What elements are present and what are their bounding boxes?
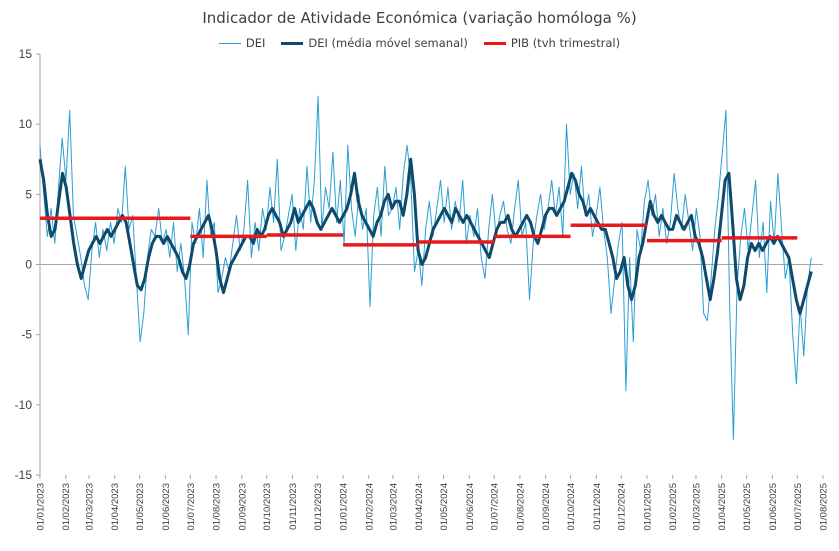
legend-item-dei-mm: DEI (média móvel semanal) xyxy=(281,36,468,50)
x-tick-label: 01/08/2024 xyxy=(515,483,526,531)
legend-item-dei: DEI xyxy=(218,36,266,50)
x-tick-label: 01/10/2023 xyxy=(262,483,273,531)
legend-label-dei-mm: DEI (média móvel semanal) xyxy=(308,36,468,50)
series-line-dei-mm xyxy=(38,157,813,316)
x-tick-label: 01/03/2025 xyxy=(691,483,702,531)
y-tick-label: 10 xyxy=(19,117,33,131)
legend: DEI DEI (média móvel semanal) PIB (tvh t… xyxy=(0,36,839,50)
axes: -15 -10 -5 0 5 10 15 01/01/2023 01/02/2023 01/03/… xyxy=(15,47,830,531)
x-tick-label: 01/09/2023 xyxy=(237,483,248,531)
x-tick-label: 01/06/2023 xyxy=(161,483,172,531)
y-tick-label: 5 xyxy=(25,187,32,201)
y-tick-label: 15 xyxy=(19,47,33,61)
x-tick-label: 01/07/2023 xyxy=(186,483,197,531)
y-tick-label: -15 xyxy=(15,468,33,482)
chart-title: Indicador de Atividade Económica (variaç… xyxy=(202,9,637,27)
x-tick-label: 01/12/2024 xyxy=(617,483,628,531)
x-tick-label: 01/06/2024 xyxy=(465,483,476,531)
legend-label-pib: PIB (tvh trimestral) xyxy=(510,36,621,50)
x-tick-label: 01/04/2025 xyxy=(717,483,728,531)
x-tick-label: 01/02/2024 xyxy=(364,483,375,531)
series-layer xyxy=(38,95,813,441)
x-tick-label: 01/08/2023 xyxy=(212,483,223,531)
x-tick-label: 01/02/2023 xyxy=(61,483,72,531)
x-tick-label: 01/08/2025 xyxy=(819,483,830,531)
x-tick-label: 01/05/2025 xyxy=(742,483,753,531)
legend-swatch-dei xyxy=(218,42,241,44)
x-tick-label: 01/11/2024 xyxy=(592,483,603,530)
x-tick-label: 01/10/2024 xyxy=(566,483,577,531)
x-tick-label: 01/01/2025 xyxy=(642,483,653,531)
legend-swatch-pib xyxy=(483,41,506,45)
x-tick-label: 01/11/2023 xyxy=(288,483,299,530)
legend-swatch-dei-mm xyxy=(281,41,304,45)
y-tick-label: 0 xyxy=(25,258,32,272)
x-tick-label: 01/06/2025 xyxy=(768,483,779,531)
x-tick-label: 01/04/2024 xyxy=(414,483,425,531)
x-tick-label: 01/07/2024 xyxy=(490,483,501,531)
legend-item-pib: PIB (tvh trimestral) xyxy=(483,36,621,50)
legend-label-dei: DEI xyxy=(245,36,266,50)
x-tick-label: 01/03/2023 xyxy=(84,483,95,531)
x-tick-label: 01/09/2024 xyxy=(541,483,552,531)
y-tick-label: -10 xyxy=(15,398,33,412)
series-line-dei xyxy=(39,95,812,441)
x-tick-label: 01/05/2024 xyxy=(439,483,450,531)
x-tick-label: 01/02/2025 xyxy=(668,483,679,531)
x-tick-label: 01/04/2023 xyxy=(110,483,121,531)
x-tick-label: 01/12/2023 xyxy=(313,483,324,531)
x-tick-label: 01/07/2025 xyxy=(793,483,804,531)
x-tick-label: 01/01/2024 xyxy=(339,483,350,531)
x-tick-label: 01/01/2023 xyxy=(36,483,47,531)
y-tick-label: -5 xyxy=(21,328,32,342)
x-tick-label: 01/03/2024 xyxy=(388,483,399,531)
x-tick-label: 01/05/2023 xyxy=(135,483,146,531)
